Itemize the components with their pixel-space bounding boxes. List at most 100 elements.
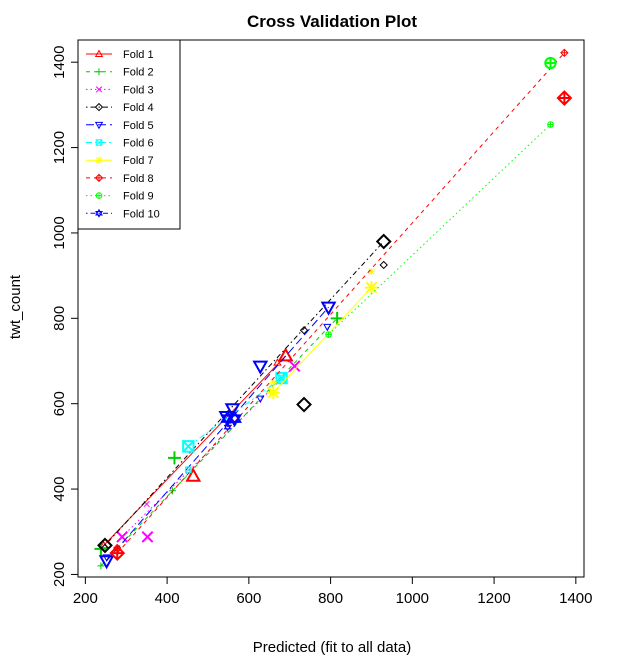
legend-label-6: Fold 6 — [123, 138, 154, 150]
series-2 — [94, 311, 344, 570]
series-8 — [109, 48, 573, 562]
series-10-line — [227, 418, 235, 428]
x-tick-label-5: 1000 — [396, 590, 429, 607]
chart-title: Cross Validation Plot — [247, 12, 417, 31]
x-axis-label: Predicted (fit to all data) — [253, 639, 411, 656]
legend-item-8: Fold 8 — [86, 173, 154, 185]
series-7 — [266, 267, 378, 400]
series-7-cv-point-2 — [367, 267, 375, 275]
series-4-line — [104, 241, 385, 546]
legend-item-5: Fold 5 — [86, 120, 154, 132]
legend-label-5: Fold 5 — [123, 120, 154, 132]
y-tick-label-3: 600 — [51, 391, 68, 416]
legend-item-4: Fold 4 — [86, 102, 154, 114]
series-8-observed-point-1 — [109, 545, 126, 562]
series-1-observed-point-2 — [277, 347, 294, 362]
series-7-observed-point-2 — [364, 281, 378, 295]
series-5-cv-point-3 — [323, 323, 332, 332]
series-9-cv-point-2 — [547, 121, 554, 128]
x-tick-label-2: 400 — [155, 590, 180, 607]
legend-item-1: Fold 1 — [86, 49, 154, 61]
x-tick-label-7: 1400 — [559, 590, 592, 607]
legend-item-6: Fold 6 — [86, 138, 154, 150]
legend-label-2: Fold 2 — [123, 67, 154, 79]
series-1-observed-point-1 — [185, 467, 202, 482]
legend: Fold 1 Fold 2 Fold 3 Fold 4 Fold 5 Fold 6 Fold… — [77, 39, 181, 230]
series-8-cv-point-2 — [560, 48, 569, 58]
y-tick-label-7: 1400 — [51, 46, 68, 79]
series-5-observed-point-1 — [98, 555, 115, 570]
series-4-cv-point-2 — [299, 326, 309, 335]
legend-label-8: Fold 8 — [123, 173, 154, 185]
legend-marker-2 — [95, 68, 103, 76]
legend-marker-9 — [95, 192, 103, 199]
series-8-observed-point-2 — [556, 90, 573, 106]
legend-item-2: Fold 2 — [86, 67, 154, 79]
series-10-observed-point-2 — [227, 410, 242, 428]
y-tick-label-1: 200 — [51, 562, 68, 587]
series-5-line — [106, 306, 329, 562]
series-9-observed-point-1 — [544, 56, 557, 70]
legend-marker-6 — [95, 139, 103, 146]
legend-item-7: Fold 7 — [86, 155, 154, 167]
legend-marker-1 — [94, 49, 104, 57]
legend-marker-7 — [95, 156, 103, 164]
series-4-observed-point-3 — [375, 233, 392, 250]
series-5-cv-point-2 — [256, 395, 265, 404]
legend-item-10: Fold 10 — [86, 208, 160, 220]
series-2-line — [100, 317, 338, 567]
legend-marker-10 — [95, 208, 103, 218]
legend-label-10: Fold 10 — [123, 208, 160, 220]
legend-label-3: Fold 3 — [123, 84, 154, 96]
series-5-observed-point-4 — [252, 360, 269, 375]
series-6-observed-point-2 — [275, 371, 288, 385]
axes: 200 400 600 800 1000 1200 1400 200 400 600 800 1000… — [51, 39, 593, 607]
series-9 — [325, 56, 557, 338]
legend-label-7: Fold 7 — [123, 155, 154, 167]
series-10 — [220, 410, 242, 432]
series-4-cv-point-3 — [379, 260, 388, 270]
x-tick-label-6: 1200 — [477, 590, 510, 607]
series-7-observed-point-1 — [266, 386, 280, 400]
series-4-observed-point-1 — [97, 537, 113, 554]
x-tick-label-3: 600 — [236, 590, 261, 607]
series-5-cv-point-1 — [102, 554, 111, 562]
series-9-cv-point-1 — [325, 331, 332, 338]
x-tick-label-1: 200 — [73, 590, 98, 607]
legend-label-1: Fold 1 — [123, 49, 154, 61]
series-5 — [98, 301, 337, 570]
y-tick-label-5: 1000 — [51, 216, 68, 249]
series-4 — [97, 233, 392, 554]
series-5-observed-point-5 — [320, 301, 337, 316]
legend-item-9: Fold 9 — [86, 191, 154, 203]
y-tick-label-6: 1200 — [51, 131, 68, 164]
legend-marker-8 — [94, 173, 104, 183]
y-tick-label-4: 800 — [51, 306, 68, 331]
series-2-cv-point-1 — [97, 562, 105, 570]
legend-marker-4 — [94, 102, 104, 112]
series-3-observed-point-1 — [116, 530, 129, 543]
series-5-observed-point-3 — [224, 403, 241, 418]
series-3-observed-point-3 — [288, 360, 301, 373]
series-3 — [116, 360, 301, 543]
legend-label-4: Fold 4 — [123, 102, 154, 114]
legend-marker-3 — [95, 86, 103, 93]
series-6-observed-point-1 — [182, 440, 195, 453]
legend-marker-5 — [94, 121, 104, 130]
y-axis-label: twt_count — [7, 274, 24, 339]
legend-item-3: Fold 3 — [86, 84, 154, 96]
legend-label-9: Fold 9 — [123, 191, 154, 203]
series-6-cv-point-1 — [185, 466, 192, 474]
series-4-observed-point-2 — [296, 396, 312, 413]
series-2-observed-point-3 — [330, 311, 344, 325]
series-2-observed-point-2 — [167, 451, 181, 465]
series-7-cv-point-1 — [269, 378, 277, 386]
x-tick-label-4: 800 — [318, 590, 343, 607]
series-3-observed-point-2 — [141, 530, 154, 543]
y-tick-label-2: 400 — [51, 477, 68, 502]
plot-area — [94, 48, 573, 570]
series-1 — [99, 347, 294, 549]
series-7-line — [273, 287, 372, 393]
series-9-line — [328, 124, 551, 335]
